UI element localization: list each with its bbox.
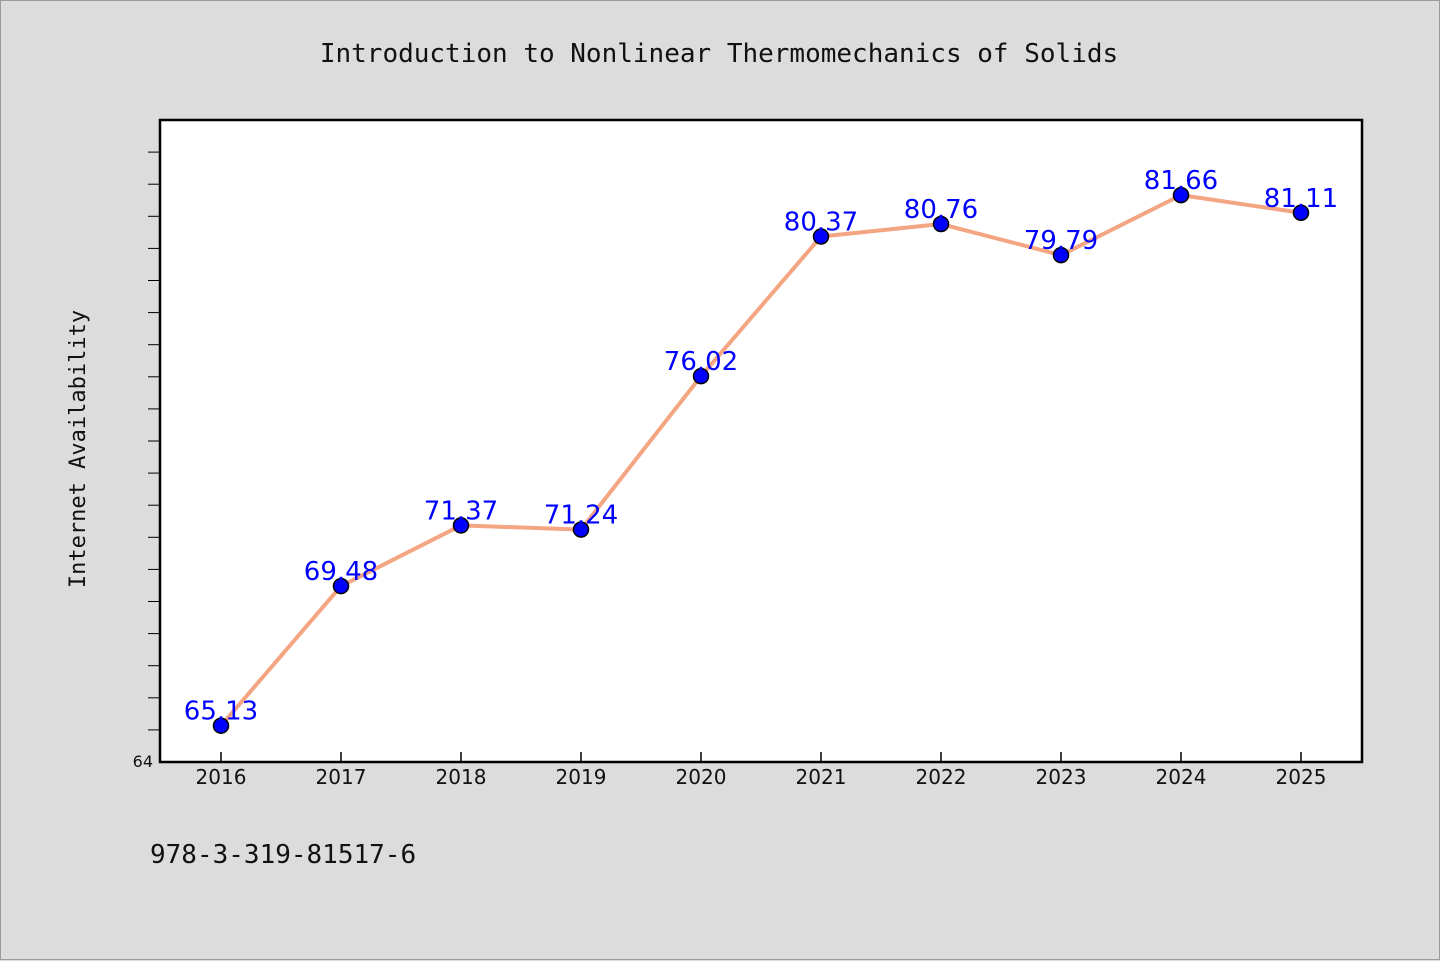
data-point [1052,246,1070,264]
data-points [212,186,1310,734]
x-tick-label: 2019 [556,765,607,789]
data-point [692,367,710,385]
y-tick-label: 64 [133,752,153,771]
data-point [212,717,230,734]
x-tick-label: 2021 [796,765,847,789]
data-label: 80.76 [904,195,978,225]
x-tick-label: 2018 [436,765,487,789]
data-label: 79.79 [1024,226,1098,256]
y-axis-label: Internet Availability [66,310,91,588]
x-tick-label: 2017 [316,765,367,789]
data-label: 81.66 [1144,166,1218,196]
data-label: 80.37 [784,208,858,238]
data-point [932,215,950,233]
data-label: 76.02 [664,347,738,377]
data-point [452,517,470,534]
data-point [572,521,590,538]
series-line [219,193,1302,728]
plot-area [158,118,1364,764]
data-point [1292,204,1310,222]
isbn-footer: 978-3-319-81517-6 [150,840,416,870]
x-tick-label: 2025 [1276,765,1327,789]
data-label: 69.48 [304,557,378,587]
x-axis-ticks: 2016 2017 2018 2019 2020 2021 2022 2023 2024 2025 [196,752,1327,789]
data-labels: 65.13 69.48 71.37 71.24 76.02 80.37 80.76 79.79… [184,166,1338,727]
x-tick-label: 2016 [196,765,247,789]
data-label: 65.13 [184,697,258,727]
x-tick-label: 2023 [1036,765,1087,789]
x-tick-label: 2022 [916,765,967,789]
data-label: 81.11 [1264,184,1338,214]
x-tick-label: 2020 [676,765,727,789]
y-axis-ticks [148,151,160,731]
data-point [1172,186,1190,204]
data-label: 71.24 [544,501,618,531]
data-point [332,577,350,595]
chart-title: Introduction to Nonlinear Thermomechanic… [320,39,1118,69]
data-point [812,228,830,245]
x-tick-label: 2024 [1156,765,1207,789]
data-label: 71.37 [424,496,498,526]
